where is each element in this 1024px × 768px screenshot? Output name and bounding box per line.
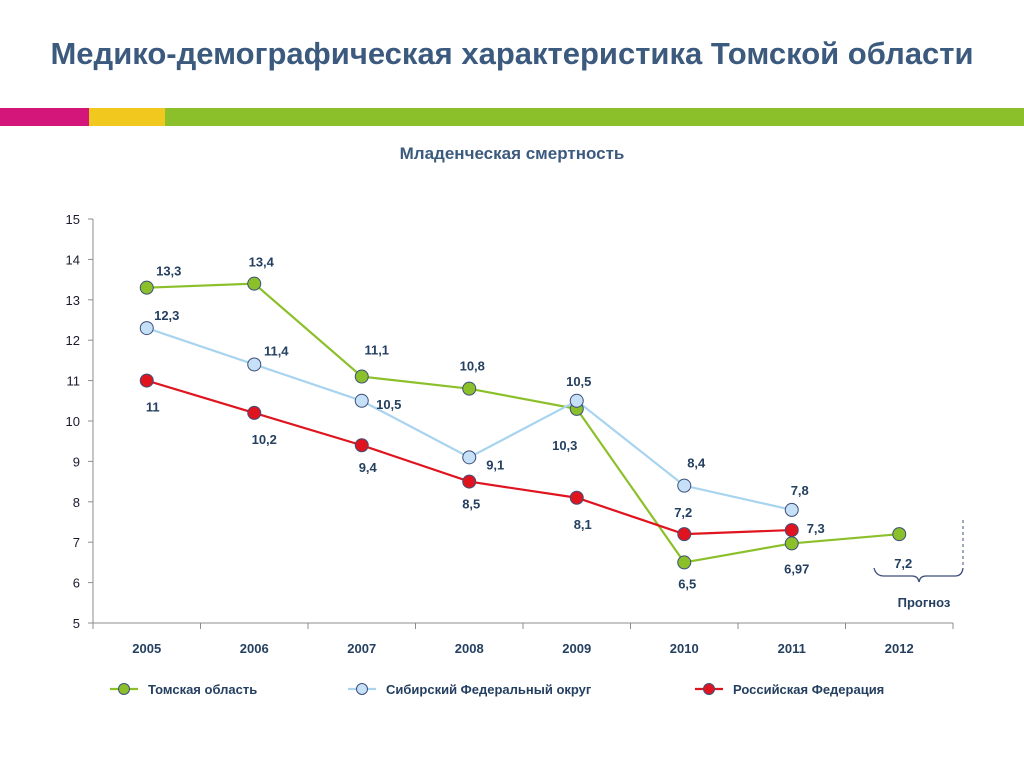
y-tick-label: 7	[73, 535, 80, 550]
legend-label-1: Томская область	[148, 682, 257, 697]
data-point-3	[247, 405, 262, 420]
x-tick-label: 2009	[562, 641, 591, 656]
y-tick-label: 14	[66, 252, 80, 267]
data-point-2	[247, 357, 262, 372]
data-point-2	[784, 502, 799, 517]
data-point-2	[462, 450, 477, 465]
y-tick-label: 13	[66, 293, 80, 308]
data-label-1: 10,8	[460, 359, 485, 374]
y-tick-label: 10	[66, 414, 80, 429]
data-label-2: 8,4	[687, 456, 706, 471]
data-label-2: 10,5	[566, 374, 591, 389]
legend-marker-1	[118, 683, 130, 695]
data-label-1: 11,1	[364, 343, 389, 358]
x-tick-label: 2006	[240, 641, 269, 656]
data-label-2: 7,8	[791, 483, 809, 498]
data-label-3: 11	[146, 400, 160, 415]
x-tick-label: 2011	[778, 641, 806, 656]
data-label-2: 10,5	[376, 397, 401, 412]
data-label-1: 6,5	[678, 576, 696, 591]
forecast-label: Прогноз	[898, 595, 951, 610]
data-point-2	[677, 478, 692, 493]
x-tick-label: 2012	[885, 641, 914, 656]
data-point-3	[139, 373, 154, 388]
legend-label-3: Российская Федерация	[733, 682, 884, 697]
forecast-bracket	[873, 567, 964, 583]
y-tick-label: 5	[73, 616, 80, 631]
data-point-1	[784, 536, 799, 551]
y-tick-label: 12	[66, 333, 80, 348]
data-point-3	[354, 438, 369, 453]
data-label-2: 11,4	[264, 343, 289, 358]
y-tick-label: 15	[66, 212, 80, 227]
chart-title: Младенческая смертность	[399, 144, 625, 163]
data-point-1	[354, 369, 369, 384]
series-line-1	[146, 282, 900, 564]
x-tick-label: 2008	[455, 641, 484, 656]
data-label-3: 8,1	[574, 517, 592, 532]
stripe-magenta	[0, 108, 89, 126]
x-tick-label: 2010	[670, 641, 699, 656]
accent-stripe	[0, 108, 1024, 126]
x-tick-label: 2007	[347, 641, 376, 656]
legend-label-2: Сибирский Федеральный округ	[386, 682, 592, 697]
page-title: Медико-демографическая характеристика То…	[50, 36, 974, 71]
data-point-3	[569, 490, 584, 505]
data-point-1	[247, 276, 262, 291]
data-label-3: 7,2	[674, 505, 692, 520]
data-point-3	[784, 523, 799, 538]
data-point-3	[462, 474, 477, 489]
stripe-yellow	[89, 108, 165, 126]
legend-marker-3	[703, 683, 715, 695]
data-point-1	[139, 280, 154, 295]
data-label-2: 9,1	[486, 457, 504, 472]
y-tick-label: 6	[73, 576, 80, 591]
data-point-3	[677, 527, 692, 542]
data-point-2	[354, 393, 369, 408]
x-tick-label: 2005	[132, 641, 161, 656]
data-label-1: 6,97	[784, 561, 809, 576]
legend-marker-2	[356, 683, 368, 695]
y-tick-label: 11	[67, 374, 81, 389]
data-label-1: 7,2	[894, 556, 912, 571]
data-point-2	[139, 321, 154, 336]
data-label-3: 9,4	[359, 460, 378, 475]
y-tick-label: 8	[73, 495, 80, 510]
data-point-1	[892, 527, 907, 542]
data-label-1: 13,3	[156, 264, 181, 279]
data-label-3: 7,3	[807, 521, 825, 536]
stripe-green	[165, 108, 1024, 126]
data-point-1	[462, 381, 477, 396]
data-label-1: 10,3	[552, 438, 577, 453]
data-label-2: 12,3	[154, 308, 179, 323]
y-tick-label: 9	[73, 454, 80, 469]
data-point-2	[569, 393, 584, 408]
data-label-1: 13,4	[249, 255, 275, 270]
data-label-3: 8,5	[462, 497, 480, 512]
data-point-1	[677, 555, 692, 570]
data-label-3: 10,2	[252, 432, 277, 447]
